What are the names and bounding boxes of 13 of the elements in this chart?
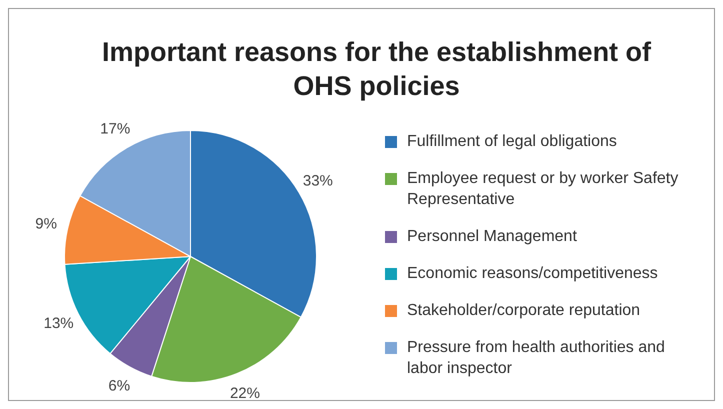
legend-label: Employee request or by worker Safety Representative: [407, 169, 680, 210]
data-label: 6%: [108, 377, 130, 394]
data-label: 22%: [230, 385, 260, 402]
data-label: 33%: [302, 172, 333, 190]
legend-label: Economic reasons/competitiveness: [407, 264, 658, 284]
data-label: 13%: [44, 314, 74, 332]
legend-label: Stakeholder/corporate reputation: [407, 301, 640, 321]
data-label: 17%: [100, 120, 130, 138]
legend-label: Personnel Management: [407, 227, 577, 247]
chart-title: Important reasons for the establishment of OHS policies: [100, 36, 652, 103]
legend-label: Fulfillment of legal obligations: [407, 132, 617, 152]
legend-label: Pressure from health authorities and labor inspector: [407, 338, 666, 379]
data-label: 9%: [35, 215, 57, 232]
